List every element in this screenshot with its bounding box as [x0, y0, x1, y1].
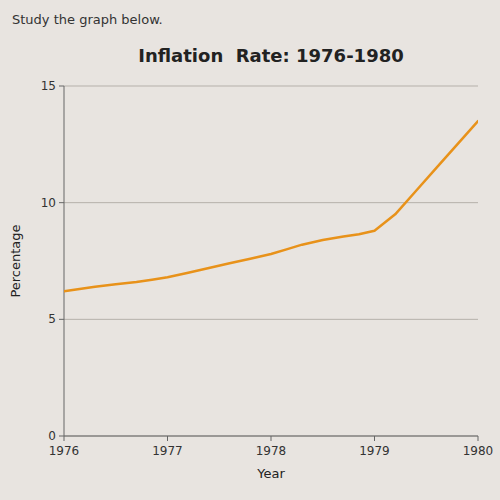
x-tick-label: 1979: [359, 444, 390, 458]
x-axis-label: Year: [256, 466, 285, 481]
x-tick: [374, 436, 375, 441]
grid-line: [64, 202, 478, 203]
y-axis-line: [64, 86, 65, 436]
axes: 0 5 10 15 1976 1977 1978 1979 1980: [41, 79, 494, 458]
y-axis-label: Percentage: [8, 224, 23, 297]
y-tick: [59, 319, 64, 320]
x-tick: [64, 436, 65, 441]
x-axis-line: [64, 436, 478, 437]
x-tick-label: 1978: [256, 444, 287, 458]
plot-area: [64, 121, 478, 291]
y-tick-label: 0: [48, 429, 56, 443]
x-tick-label: 1976: [49, 444, 80, 458]
grid-line: [64, 436, 478, 437]
y-tick-label: 10: [41, 196, 56, 210]
y-tick: [59, 436, 64, 437]
y-tick-label: 5: [48, 312, 56, 326]
y-tick: [59, 202, 64, 203]
grid-line: [64, 86, 478, 87]
x-tick: [478, 436, 479, 441]
page: {"chart_data": {"type": "line", "title":…: [0, 0, 500, 500]
grid: [64, 86, 478, 436]
y-tick-label: 15: [41, 79, 56, 93]
x-tick: [271, 436, 272, 441]
y-tick: [59, 86, 64, 87]
x-tick-label: 1980: [463, 444, 494, 458]
subtitle: Study the graph below.: [12, 12, 163, 27]
background: [0, 0, 500, 500]
title: Inflation Rate: 1976-1980: [138, 45, 403, 66]
grid-line: [64, 319, 478, 320]
x-tick: [167, 436, 168, 441]
x-tick-label: 1977: [152, 444, 183, 458]
data-line: [64, 121, 478, 291]
chart: Study the graph below. Inflation Rate: 19…: [0, 0, 500, 500]
